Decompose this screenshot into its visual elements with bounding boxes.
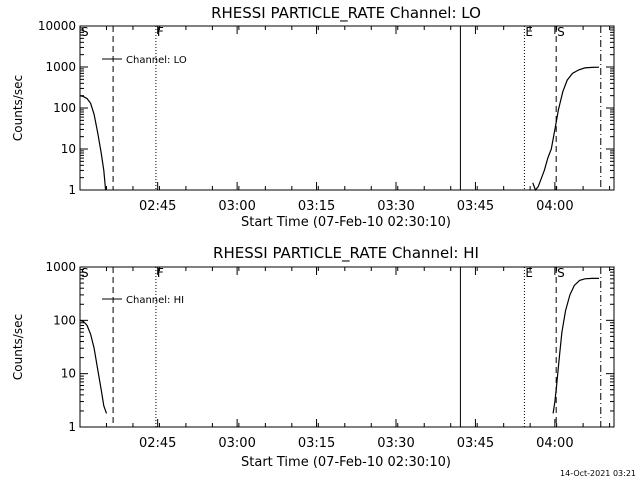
series-line <box>79 319 108 414</box>
x-tick-label: 02:45 <box>139 436 176 451</box>
y-tick-label: 1 <box>68 420 76 434</box>
data-series <box>79 277 599 414</box>
x-axis: 02:45 03:00 03:15 03:30 03:45 04:00 <box>105 26 611 214</box>
x-tick-label: 03:15 <box>298 199 335 214</box>
x-tick-label: 02:45 <box>139 199 176 214</box>
y-tick-label: 1000 <box>45 60 76 74</box>
x-axis-label: Start Time (07-Feb-10 02:30:10) <box>241 455 451 470</box>
x-tick-label: 03:45 <box>457 436 494 451</box>
series-line <box>552 277 599 414</box>
y-axis-label: Counts/sec <box>11 314 25 380</box>
y-tick-label: 10 <box>61 142 76 156</box>
x-tick-label: 03:00 <box>218 436 255 451</box>
x-tick-label: 04:00 <box>536 199 573 214</box>
legend-label: Channel: HI <box>126 295 184 306</box>
y-tick-label: 10 <box>61 367 76 381</box>
y-tick-label: 1000 <box>45 260 76 274</box>
panel-lo: RHESSI PARTICLE_RATE Channel: LO Counts/… <box>11 4 615 230</box>
chart-title: RHESSI PARTICLE_RATE Channel: HI <box>213 244 479 263</box>
y-tick-label: 1 <box>68 183 76 197</box>
data-series <box>79 66 600 192</box>
x-tick-label: 03:45 <box>457 199 494 214</box>
x-tick-label: 03:00 <box>218 199 255 214</box>
plot-frame <box>79 25 615 191</box>
series-line <box>532 66 600 192</box>
x-tick-label: 04:00 <box>536 436 573 451</box>
x-axis-label: Start Time (07-Feb-10 02:30:10) <box>241 215 451 230</box>
marker-label: S <box>557 25 565 39</box>
x-tick-label: 03:30 <box>377 436 414 451</box>
y-axis: 1 10 100 1000 <box>45 260 614 434</box>
chart-title: RHESSI PARTICLE_RATE Channel: LO <box>211 4 481 23</box>
plot-frame <box>79 266 615 428</box>
x-axis: 02:45 03:00 03:15 03:30 03:45 04:00 <box>105 267 611 451</box>
marker-label: F <box>157 266 164 280</box>
marker-label: E <box>525 25 533 39</box>
y-tick-label: 100 <box>53 101 76 115</box>
marker-label: E <box>525 266 533 280</box>
marker-label: S <box>557 266 565 280</box>
marker-label: S <box>81 266 89 280</box>
panel-hi: RHESSI PARTICLE_RATE Channel: HI Counts/… <box>11 244 615 470</box>
x-tick-label: 03:30 <box>377 199 414 214</box>
y-axis: 1 10 100 1000 10000 <box>38 19 614 197</box>
timestamp: 14-Oct-2021 03:21 <box>560 469 636 478</box>
y-tick-label: 10000 <box>38 19 76 33</box>
marker-label: S <box>81 25 89 39</box>
x-tick-label: 03:15 <box>298 436 335 451</box>
marker-label: F <box>157 25 164 39</box>
y-axis-label: Counts/sec <box>11 75 25 141</box>
legend-label: Channel: LO <box>126 55 187 66</box>
series-line <box>79 95 107 191</box>
y-tick-label: 100 <box>53 313 76 327</box>
